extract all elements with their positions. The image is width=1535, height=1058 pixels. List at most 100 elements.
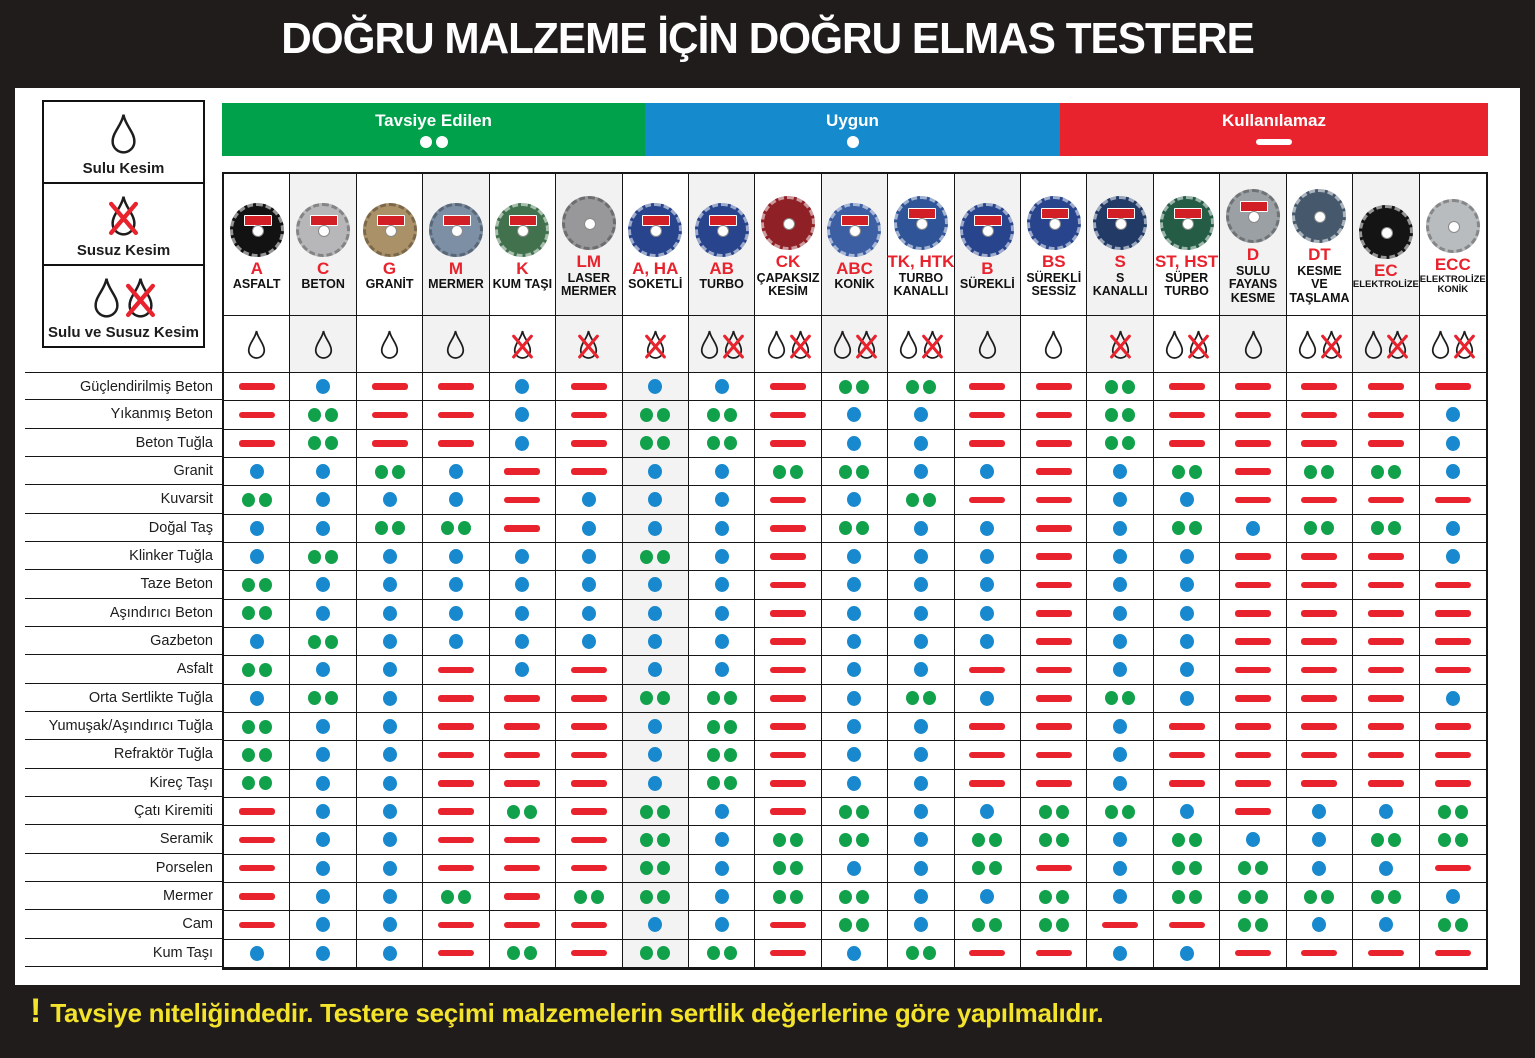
rating-cell	[755, 514, 822, 543]
suitable-mark	[1179, 690, 1194, 706]
rating-cell	[1087, 571, 1154, 600]
rating-cell	[688, 656, 756, 685]
suitable-mark	[382, 577, 397, 593]
rating-cell	[556, 627, 623, 657]
rating-cell	[489, 599, 557, 628]
suitable-mark	[847, 605, 862, 621]
suitable-mark	[382, 775, 397, 791]
suitable-mark	[847, 492, 862, 508]
rating-cell	[1220, 911, 1287, 940]
blade-name: ÇAPAKSIZ KESİM	[756, 270, 820, 299]
page-title: DOĞRU MALZEME İÇİN DOĞRU ELMAS TESTERE	[281, 14, 1255, 63]
rating-cell	[1087, 486, 1154, 515]
rating-cell	[1220, 514, 1287, 543]
suitable-mark	[648, 605, 663, 621]
rating-cell	[224, 882, 291, 912]
rating-cell	[423, 769, 490, 798]
legend-unusable: Kullanılamaz	[1060, 103, 1488, 156]
unusable-mark	[770, 723, 807, 730]
rating-cell	[954, 429, 1022, 458]
suitable-mark	[515, 549, 530, 565]
suitable-mark	[382, 889, 397, 905]
rating-cell	[622, 656, 689, 685]
rating-cell	[622, 911, 689, 940]
recommended-marks	[1105, 804, 1136, 819]
rating-cell	[1419, 628, 1486, 657]
blade-column-header: B SÜREKLİ	[954, 174, 1022, 316]
rating-cell	[1286, 826, 1354, 855]
suitable-mark	[847, 775, 862, 791]
recommended-marks	[640, 804, 671, 819]
water-usage-cell	[622, 316, 689, 373]
rating-cell	[821, 486, 889, 515]
unusable-mark	[1434, 723, 1471, 730]
rating-cell	[1220, 712, 1287, 742]
suitable-mark	[1378, 917, 1393, 933]
rating-cell	[1021, 514, 1088, 543]
recommended-marks	[573, 889, 604, 904]
rating-cell	[290, 429, 357, 458]
recommended-marks	[839, 379, 870, 394]
no-water-icon	[512, 330, 533, 359]
rating-cell	[954, 373, 1022, 402]
rating-cell	[1220, 939, 1287, 968]
unusable-mark	[1367, 553, 1404, 560]
suitable-mark	[382, 719, 397, 735]
rating-cell	[755, 599, 822, 628]
rating-cell	[356, 684, 424, 713]
legend-recommended: Tavsiye Edilen	[222, 103, 645, 156]
rating-cell	[290, 684, 357, 713]
rating-cell	[489, 882, 557, 912]
rating-cell	[1087, 656, 1154, 685]
suitable-mark	[382, 605, 397, 621]
unusable-mark	[1367, 610, 1404, 617]
unusable-mark	[570, 666, 607, 674]
recommended-marks	[773, 832, 804, 847]
rating-cell	[622, 712, 689, 742]
suitable-mark	[515, 379, 530, 395]
material-label: Taze Beton	[25, 570, 222, 599]
rating-cell	[423, 939, 490, 968]
rating-cell	[1021, 486, 1088, 515]
rating-cell	[954, 514, 1022, 543]
unusable-mark	[1367, 949, 1404, 957]
unusable-mark	[504, 864, 541, 872]
rating-cell	[290, 514, 357, 543]
rating-cell	[356, 571, 424, 600]
rating-cell	[821, 373, 889, 402]
suitable-mark	[1445, 520, 1460, 536]
unusable-mark	[969, 496, 1006, 504]
recommended-marks	[308, 549, 339, 564]
recommended-marks	[706, 946, 737, 961]
suitable-mark	[316, 775, 331, 791]
single-dot-icon	[846, 135, 859, 148]
rating-cell	[1021, 627, 1088, 657]
unusable-mark	[1168, 411, 1205, 419]
unusable-mark	[504, 723, 541, 730]
suitable-mark	[913, 889, 928, 905]
rating-cell	[1286, 486, 1354, 515]
rating-cell	[1353, 854, 1420, 883]
suitable-mark	[382, 690, 397, 706]
rating-cell	[224, 627, 291, 657]
recommended-marks	[1437, 917, 1468, 932]
rating-cell	[755, 627, 822, 657]
recommended-marks	[1304, 521, 1335, 536]
rating-legend-bar: Tavsiye Edilen Uygun Kullanılamaz	[222, 103, 1488, 156]
rating-cell	[888, 373, 955, 402]
rating-cell	[1021, 684, 1088, 713]
water-drop-and-no-water-icon	[92, 266, 155, 324]
rating-cell	[423, 401, 490, 430]
blade-code: ECC	[1434, 255, 1471, 275]
suitable-mark	[1179, 605, 1194, 621]
unusable-mark	[238, 411, 275, 419]
rating-cell	[1021, 911, 1088, 940]
rating-cell	[954, 627, 1022, 657]
water-drop-icon	[1244, 330, 1262, 359]
suitable-mark	[648, 747, 663, 763]
footer-note: ! Tavsiye niteliğindedir. Testere seçimi…	[30, 992, 1104, 1031]
rating-cell	[224, 684, 291, 713]
blade-name: TURBO	[699, 277, 744, 292]
rating-cell	[1153, 542, 1221, 572]
recommended-marks	[706, 407, 737, 422]
